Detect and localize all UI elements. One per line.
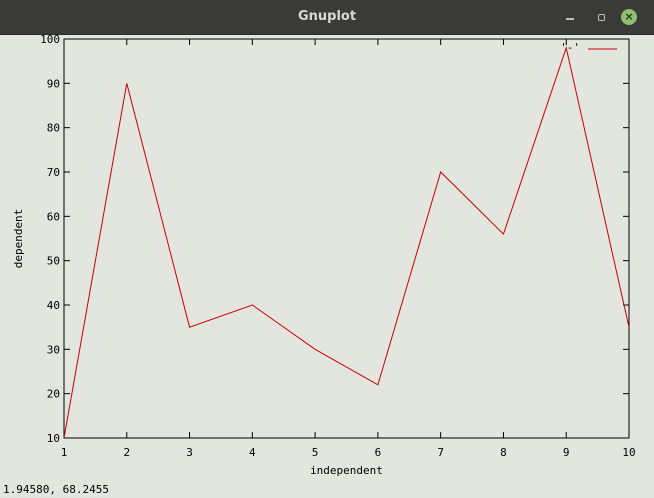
line-chart[interactable]: 10 20 30 40 50 60 70 80 90 100 1 2 3 4 5 6 7 8 9 10 independ… (0, 35, 654, 498)
minimize-button[interactable] (562, 9, 578, 25)
x-tick-label: 1 (61, 446, 68, 459)
close-button[interactable]: × (621, 9, 637, 25)
x-axis-label: independent (310, 464, 383, 477)
y-tick-label: 100 (40, 35, 60, 46)
x-tick-label: 7 (437, 446, 444, 459)
maximize-icon (597, 13, 605, 21)
mouse-coordinates-readout: 1.94580, 68.2455 (3, 483, 109, 496)
window-title: Gnuplot (297, 9, 357, 24)
series-line (63, 46, 630, 439)
legend-label: '-' (560, 41, 580, 54)
window-titlebar[interactable]: Gnuplot × (0, 0, 654, 35)
close-icon: × (621, 9, 637, 25)
y-tick-label: 40 (47, 299, 60, 312)
y-tick-label: 50 (47, 255, 60, 268)
y-tick-label: 70 (47, 166, 60, 179)
x-tick-label: 5 (312, 446, 319, 459)
x-tick-label: 10 (622, 446, 635, 459)
x-tick-label: 2 (123, 446, 130, 459)
y-tick-label: 30 (47, 343, 60, 356)
plot-canvas[interactable]: 10 20 30 40 50 60 70 80 90 100 1 2 3 4 5 6 7 8 9 10 independ… (0, 35, 654, 498)
maximize-button[interactable] (593, 9, 609, 25)
x-tick-label: 6 (375, 446, 382, 459)
minimize-icon (566, 18, 574, 20)
plot-border (63, 38, 630, 439)
y-tick-label: 20 (47, 388, 60, 401)
y-tick-label: 80 (47, 122, 60, 135)
y-tick-label: 60 (47, 210, 60, 223)
y-tick-label: 90 (47, 77, 60, 90)
x-tick-label: 9 (563, 446, 570, 459)
x-tick-label: 3 (186, 446, 193, 459)
x-tick-label: 4 (249, 446, 256, 459)
x-tick-label: 8 (500, 446, 507, 459)
y-axis-label: dependent (12, 209, 25, 269)
y-tick-label: 10 (47, 432, 60, 445)
